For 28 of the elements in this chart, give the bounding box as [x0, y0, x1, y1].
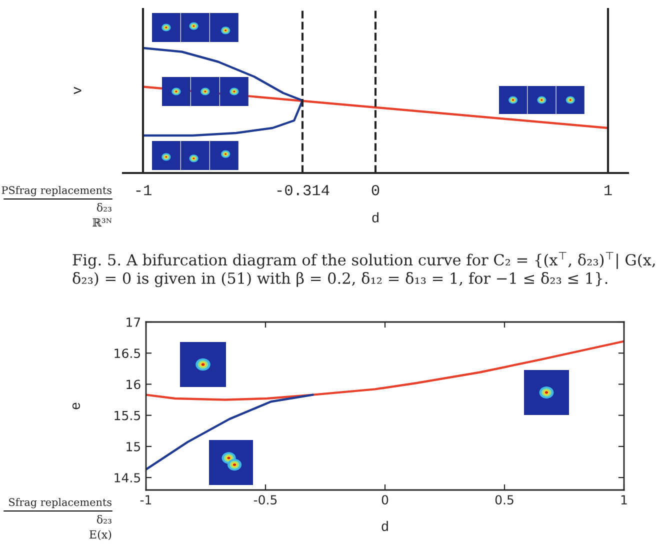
text: δ₂₃ [96, 202, 112, 212]
x-tick-label: -0.5 [254, 495, 277, 505]
x-tick-label: 0 [382, 495, 388, 505]
text: E(x) [90, 530, 112, 540]
line-series [146, 340, 624, 401]
x-tick-label: -1 [140, 495, 152, 504]
x-axis-title: d [372, 212, 378, 222]
x-tick-label: 0 [372, 184, 380, 196]
x-tick-label: 1 [621, 495, 627, 504]
text: PSfrag replacements [2, 186, 112, 196]
y-tick-label: 15 [126, 442, 140, 452]
x-tick-label: -0.314 [277, 184, 330, 196]
x-tick-label: -1 [136, 185, 152, 196]
x-tick-label: 1 [604, 185, 612, 196]
y-tick-label: 16 [126, 380, 140, 390]
x-tick-label: 0.5 [495, 495, 514, 505]
y-axis-title: v [74, 86, 82, 94]
y-tick-label: 16.5 [114, 348, 140, 358]
text: Sfrag replacements [9, 498, 112, 508]
caption: Fig. 5. A bifurcation diagram of the solution curve for C₂ = {(x$^{⊤}$, δ₂₃)$^{⊤}$| G(x, δ₂₃) = 0 is given in (51) with β = 0.2, δ₁₂ = δ₁₃ = 1, for −1 ≤ δ₂₃ ≤ 1}. [72, 252, 655, 288]
text: ℝ³ᴺ [92, 218, 112, 226]
x-axis-title: d [382, 520, 388, 532]
text: δ₂₃ [96, 514, 112, 524]
y-tick-label: 15.5 [114, 410, 140, 420]
line-series [146, 394, 314, 471]
y-tick-label: 14.5 [114, 473, 140, 482]
y-tick-label: 17 [126, 318, 140, 327]
y-axis-title: e [72, 402, 80, 410]
